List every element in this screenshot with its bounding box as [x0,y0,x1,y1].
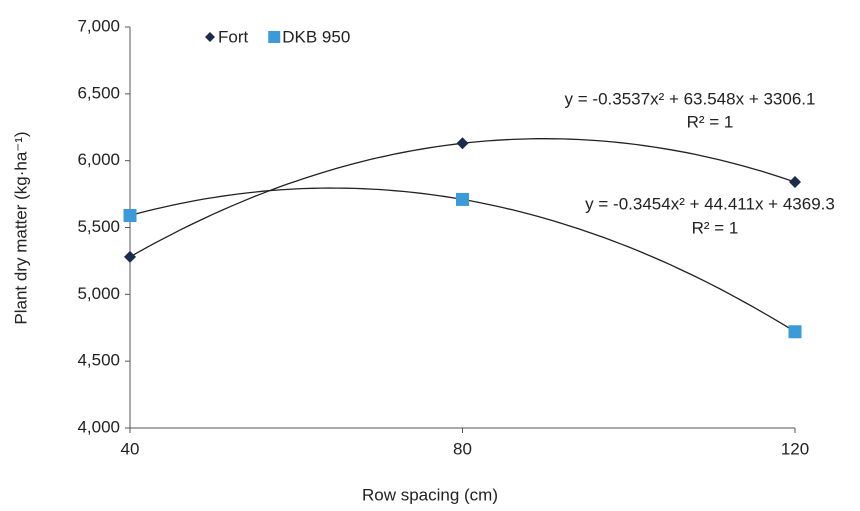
point [456,137,469,150]
y-axis-label: Plant dry matter (kg·ha⁻¹) [11,131,30,324]
equation: y = -0.3537x² + 63.548x + 3306.1 [565,89,816,108]
r-squared: R² = 1 [692,218,739,237]
y-tick-label: 6,000 [77,150,120,169]
point [456,192,469,206]
legend-label: DKB 950 [282,27,350,46]
y-tick-label: 7,000 [77,16,120,35]
legend-swatch [268,31,281,43]
legend-swatch [205,32,215,42]
y-tick-label: 5,000 [77,284,120,303]
y-tick-label: 4,000 [77,417,120,436]
legend-label: Fort [218,27,249,46]
r-squared: R² = 1 [687,112,734,131]
point [789,176,801,189]
y-tick-label: 6,500 [77,83,120,102]
point [123,208,137,222]
y-tick-label: 5,500 [77,217,120,236]
x-tick-label: 40 [121,439,140,458]
x-tick-label: 120 [781,439,809,458]
point [788,325,802,339]
point [124,250,136,263]
equation: y = -0.3454x² + 44.411x + 4369.3 [585,194,835,213]
x-tick-label: 80 [453,439,472,458]
y-tick-label: 4,500 [77,351,120,370]
x-axis-label: Row spacing (cm) [362,485,498,504]
